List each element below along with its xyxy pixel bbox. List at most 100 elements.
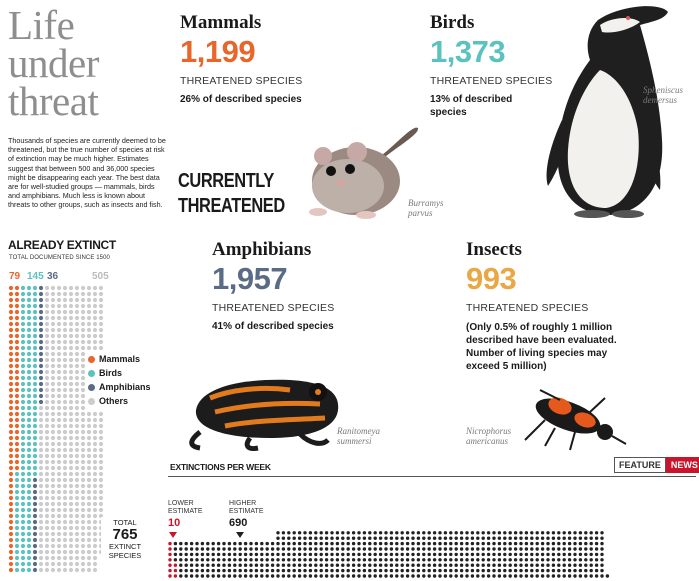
- week-dot-higher: [303, 531, 307, 535]
- week-dot-higher: [281, 558, 286, 562]
- extinct-dot: [74, 489, 80, 495]
- extinct-dot: [8, 321, 14, 327]
- extinct-dot: [38, 321, 44, 327]
- extinct-dot: [8, 471, 14, 477]
- extinct-dot: [56, 285, 62, 291]
- week-dot-higher: [260, 541, 264, 546]
- extinct-dot: [86, 519, 92, 525]
- extinct-dot: [38, 435, 44, 441]
- extinct-dot: [14, 531, 20, 537]
- extinct-dot: [32, 531, 38, 537]
- extinct-dot: [56, 309, 62, 315]
- week-dot-higher: [184, 563, 188, 567]
- extinct-dot: [68, 453, 74, 459]
- extinct-dot: [32, 567, 38, 573]
- week-dot-higher: [535, 563, 539, 567]
- extinct-dot: [50, 315, 56, 321]
- week-dot-higher: [540, 558, 545, 562]
- week-dot-higher: [594, 574, 599, 578]
- extinct-legend: Mammals Birds Amphibians Others: [86, 350, 158, 410]
- extinct-dot: [32, 327, 38, 333]
- week-dot-higher: [378, 558, 383, 562]
- week-dot-higher: [189, 563, 194, 567]
- week-dot-higher: [319, 568, 323, 573]
- week-dot-higher: [276, 547, 280, 551]
- week-dot-higher: [341, 558, 345, 562]
- extinct-dot: [80, 477, 86, 483]
- week-dot-higher: [508, 541, 512, 546]
- extinct-dot: [44, 495, 50, 501]
- week-dot-higher: [195, 547, 199, 551]
- extinct-dot: [86, 543, 92, 549]
- extinct-dot: [68, 339, 74, 345]
- extinct-dot: [74, 417, 80, 423]
- week-dot-higher: [562, 558, 566, 562]
- week-dot-higher: [308, 536, 313, 540]
- extinct-dot: [68, 531, 74, 537]
- week-dot-higher: [497, 547, 502, 551]
- week-dot-higher: [292, 568, 296, 573]
- week-dot-higher: [378, 536, 383, 540]
- extinct-dot: [26, 477, 32, 483]
- latin-nicrophorus: Nicrophorus americanus: [466, 426, 511, 446]
- already-extinct-subheading: TOTAL DOCUMENTED SINCE 1500: [9, 255, 110, 261]
- extinct-dot: [50, 309, 56, 315]
- week-dot-higher: [346, 541, 350, 546]
- week-dot-higher: [330, 563, 334, 567]
- week-dot-higher: [600, 574, 604, 578]
- week-dot-higher: [470, 536, 475, 540]
- week-dot-higher: [432, 541, 437, 546]
- extinct-dot: [56, 429, 62, 435]
- extinct-dot: [98, 321, 104, 327]
- week-dot-higher: [351, 563, 356, 567]
- extinct-dot: [38, 477, 44, 483]
- extinct-dot: [80, 543, 86, 549]
- week-dot-higher: [195, 568, 199, 573]
- week-dot-higher: [454, 552, 458, 557]
- week-dot-higher: [573, 531, 577, 535]
- week-dot-higher: [567, 531, 572, 535]
- birds-name: Birds: [430, 12, 475, 33]
- extinct-dot: [8, 357, 14, 363]
- extinct-dot: [26, 417, 32, 423]
- extinct-dot: [86, 309, 92, 315]
- extinct-dot: [44, 315, 50, 321]
- week-dot-lower: [168, 563, 172, 567]
- extinct-dot: [86, 411, 92, 417]
- extinct-dot: [92, 507, 98, 513]
- week-dot-higher: [292, 547, 296, 551]
- week-dot-higher: [260, 574, 264, 578]
- week-dot-higher: [314, 531, 318, 535]
- latin-line: Nicrophorus: [466, 426, 512, 436]
- week-dot-higher: [384, 563, 388, 567]
- extinct-dot: [74, 399, 80, 405]
- week-dot-higher: [179, 574, 183, 578]
- week-dot-higher: [216, 563, 221, 567]
- extinct-dot: [86, 483, 92, 489]
- extinct-dot: [20, 417, 26, 423]
- week-dot-higher: [211, 552, 215, 557]
- week-dot-higher: [519, 563, 523, 567]
- week-dot-higher: [449, 563, 453, 567]
- week-dot-higher: [254, 568, 259, 573]
- extinct-dot: [20, 357, 26, 363]
- week-dot-higher: [476, 568, 480, 573]
- extinct-dot: [56, 549, 62, 555]
- extinct-dot: [92, 345, 98, 351]
- extinct-dot: [56, 339, 62, 345]
- extinct-dot: [62, 465, 68, 471]
- extinct-dot: [26, 291, 32, 297]
- week-dot-higher: [459, 552, 464, 557]
- week-dot-higher: [600, 547, 604, 551]
- extinct-dot: [26, 513, 32, 519]
- week-dot-higher: [589, 541, 593, 546]
- week-dot-higher: [346, 552, 350, 557]
- extinct-dot: [14, 297, 20, 303]
- week-dot-higher: [443, 558, 448, 562]
- extinct-dot: [62, 375, 68, 381]
- week-dot-higher: [254, 541, 259, 546]
- extinct-dot: [92, 549, 98, 555]
- extinct-dot: [50, 453, 56, 459]
- week-dot-higher: [551, 574, 556, 578]
- week-dot-higher: [562, 574, 566, 578]
